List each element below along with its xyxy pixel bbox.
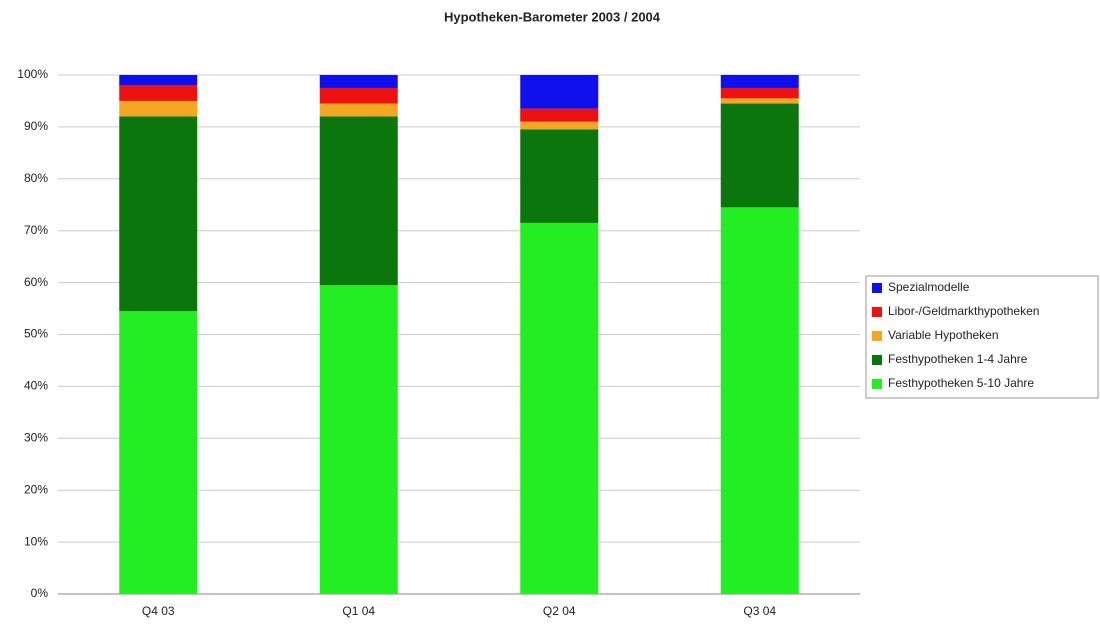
bar-segment [720,207,799,594]
x-tick-label: Q2 04 [543,604,576,618]
bar-segment [319,116,398,286]
x-tick-label: Q4 03 [142,604,175,618]
bar-segment [319,75,398,88]
legend-label: Festhypotheken 5-10 Jahre [888,376,1034,390]
y-tick-label: 70% [24,223,48,237]
bar-segment [720,75,799,88]
x-tick-label: Q1 04 [342,604,375,618]
y-tick-label: 60% [24,275,48,289]
legend-label: Libor-/Geldmarkthypotheken [888,304,1039,318]
chart-title: Hypotheken-Barometer 2003 / 2004 [444,9,661,24]
bar-segment [520,75,599,109]
legend-swatch [872,331,882,341]
bar-segment [119,85,198,101]
bar-segment [119,75,198,86]
bar-segment [720,98,799,104]
y-tick-label: 80% [24,171,48,185]
bar-segment [319,87,398,104]
bar-segment [319,103,398,117]
y-tick-label: 30% [24,430,48,444]
legend-label: Variable Hypotheken [888,328,999,342]
legend-label: Spezialmodelle [888,280,970,294]
legend-swatch [872,307,882,317]
bar-segment [119,116,198,312]
bar-segment [119,100,198,117]
y-tick-label: 0% [31,586,49,600]
y-tick-label: 10% [24,534,48,548]
y-tick-label: 50% [24,327,48,341]
bar-segment [520,108,599,122]
y-tick-label: 40% [24,379,48,393]
y-tick-label: 90% [24,119,48,133]
bar-segment [720,87,799,99]
legend-swatch [872,283,882,293]
legend-swatch [872,355,882,365]
bar-segment [720,103,799,208]
x-tick-label: Q3 04 [743,604,776,618]
legend-swatch [872,379,882,389]
bar-segment [319,285,398,594]
bar-segment [520,222,599,595]
legend-box [865,275,1099,399]
bar-segment [119,311,198,594]
legend-label: Festhypotheken 1-4 Jahre [888,352,1028,366]
y-tick-label: 100% [17,67,48,81]
y-tick-label: 20% [24,482,48,496]
bar-segment [520,129,599,223]
bar-segment [520,121,599,130]
